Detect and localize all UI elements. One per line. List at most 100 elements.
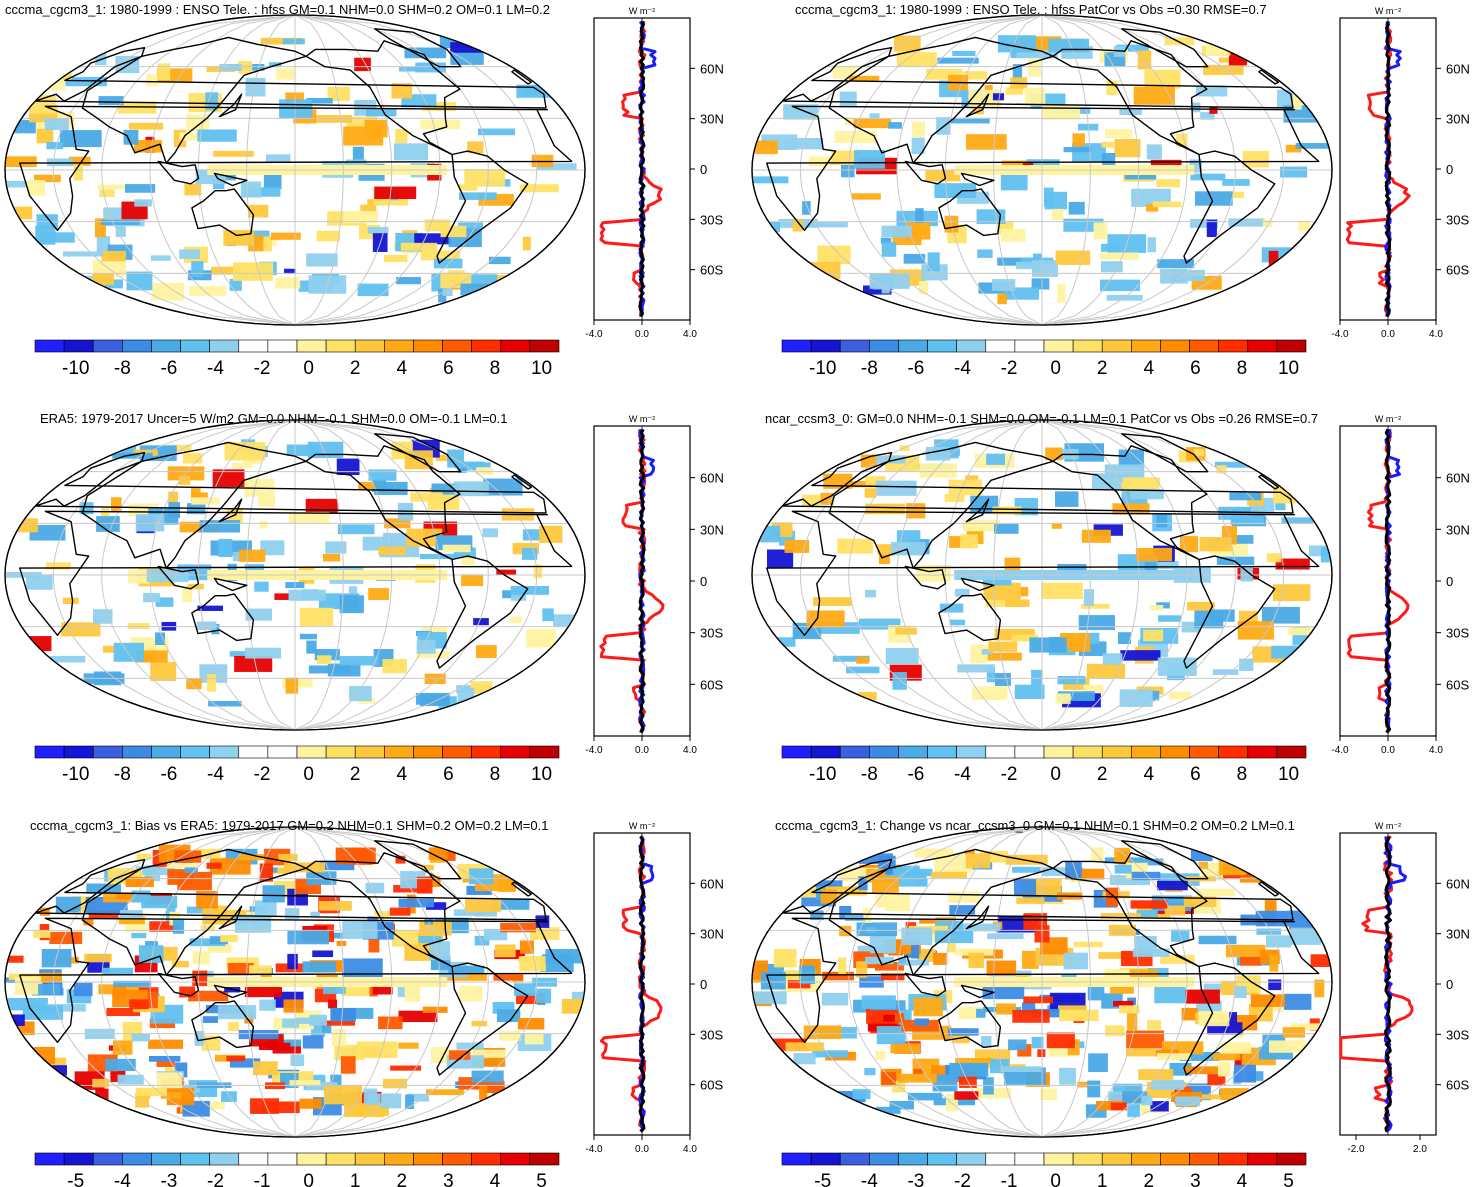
colorbar-tick-label: 2 [1097, 358, 1108, 379]
lat-tick-label: 0 [700, 574, 707, 589]
colorbar-swatch [180, 339, 210, 353]
colorbar-swatch [442, 339, 472, 353]
lat-tick-label: 60N [700, 876, 724, 891]
map-field [752, 420, 1332, 730]
colorbar: -10 -8 -6 -4 -2 0 2 4 6 8 10 [34, 339, 560, 379]
colorbar-tick-label: -3 [907, 1171, 924, 1187]
coastline [157, 565, 200, 590]
colorbar-swatch [898, 339, 928, 353]
coastline [305, 445, 461, 561]
colorbar-swatch [267, 1152, 298, 1166]
lat-tick-label: 0 [700, 162, 707, 177]
coastline [374, 28, 462, 68]
coastline [213, 172, 248, 187]
lat-tick-label: 60S [700, 677, 723, 692]
unit-label: W m⁻² [629, 6, 655, 16]
coastline [828, 848, 1054, 976]
lat-tick-label: 0 [1446, 977, 1453, 992]
map-field [5, 15, 585, 325]
panel-5: cccma_cgcm3_1: Bias vs ERA5: 1979-2017 G… [4, 818, 724, 1187]
colorbar-swatch [869, 1152, 899, 1166]
gridline-lon [993, 420, 1043, 730]
colorbar-swatch [1160, 1152, 1190, 1166]
lat-tick-label: 60S [1446, 1078, 1469, 1093]
gridline-lon [294, 15, 344, 325]
lat-tick-label: 0 [1446, 574, 1453, 589]
lat-tick-label: 30N [1446, 927, 1470, 942]
colorbar-tick-label: -4 [207, 764, 224, 785]
zonal-line-black [1384, 20, 1392, 318]
colorbar-swatch [122, 339, 152, 353]
value-tick-label: -4.0 [1331, 745, 1349, 756]
colorbar-swatch [209, 339, 240, 353]
gridline-lon [101, 15, 296, 325]
colorbar-swatch [296, 1152, 327, 1166]
coastline [213, 577, 248, 592]
gridline-lon [294, 420, 393, 730]
coastline [218, 498, 243, 523]
zonal-line-black [1384, 836, 1392, 1132]
lat-tick-label: 30S [700, 1027, 723, 1042]
colorbar-swatch [839, 339, 870, 353]
coastline [374, 433, 462, 473]
coastline [81, 848, 307, 976]
colorbar-swatch [1218, 745, 1249, 759]
lat-tick-label: 30N [1446, 112, 1470, 127]
colorbar-swatch [325, 339, 356, 353]
colorbar-tick-label: 6 [1190, 358, 1201, 379]
coastline [1258, 881, 1279, 897]
colorbar-swatch [500, 339, 531, 353]
coastline [218, 905, 243, 930]
coastline [1183, 150, 1276, 264]
gridline-lon [294, 420, 441, 730]
colorbar-tick-label: 6 [1190, 764, 1201, 785]
colorbar-swatch [413, 1152, 443, 1166]
colorbar-tick-label: -4 [114, 1171, 131, 1187]
colorbar-tick-label: -3 [160, 1171, 177, 1187]
lat-tick-label: 60S [700, 263, 723, 278]
colorbar-tick-label: -1 [254, 1171, 271, 1187]
coastline [218, 93, 243, 118]
colorbar-swatch [122, 1152, 152, 1166]
gridline-lon [101, 420, 296, 730]
colorbar-tick-label: -6 [160, 358, 177, 379]
colorbar-swatch [238, 339, 269, 353]
unit-label: W m⁻² [629, 414, 655, 424]
coastline [1183, 555, 1276, 669]
coastline [1258, 69, 1279, 85]
colorbar-tick-label: 8 [1237, 358, 1248, 379]
colorbar-swatch [1131, 339, 1161, 353]
value-tick-label: 4.0 [1429, 329, 1443, 340]
gridline-lon [294, 420, 344, 730]
coastline [1052, 40, 1208, 156]
value-tick-label: 0.0 [635, 745, 649, 756]
colorbar-swatch [63, 745, 94, 759]
colorbar-tick-label: 10 [1278, 764, 1299, 785]
value-tick-label: 2.0 [1413, 1144, 1427, 1155]
coastline [374, 840, 462, 880]
colorbar-tick-label: 3 [443, 1171, 454, 1187]
gridline-lon [294, 827, 393, 1137]
colorbar-tick-label: -4 [954, 358, 971, 379]
lat-tick-label: 0 [700, 977, 707, 992]
colorbar-tick-label: -2 [254, 764, 271, 785]
value-tick-label: 4.0 [683, 745, 697, 756]
lat-tick-label: 30S [1446, 212, 1469, 227]
colorbar-swatch [1247, 339, 1278, 353]
colorbar-swatch [1072, 745, 1103, 759]
colorbar-swatch [122, 745, 152, 759]
colorbar-swatch [238, 1152, 269, 1166]
colorbar-swatch [1043, 745, 1074, 759]
gridline-lon [1041, 827, 1188, 1137]
zonal-mean-plot: W m⁻² 60N 30N 0 30S 60S -4.0 0.0 4.0 [585, 821, 723, 1155]
colorbar: -5 -4 -3 -2 -1 0 1 2 3 4 5 [34, 1152, 560, 1187]
colorbar-swatch [1276, 745, 1307, 759]
zonal-line-black [638, 428, 646, 734]
colorbar-swatch [956, 745, 987, 759]
colorbar-tick-label: 8 [490, 358, 501, 379]
coastline [938, 593, 1002, 642]
colorbar-tick-label: -6 [160, 764, 177, 785]
colorbar-swatch [839, 1152, 870, 1166]
value-tick-label: 0.0 [635, 329, 649, 340]
value-tick-label: -4.0 [585, 1144, 603, 1155]
